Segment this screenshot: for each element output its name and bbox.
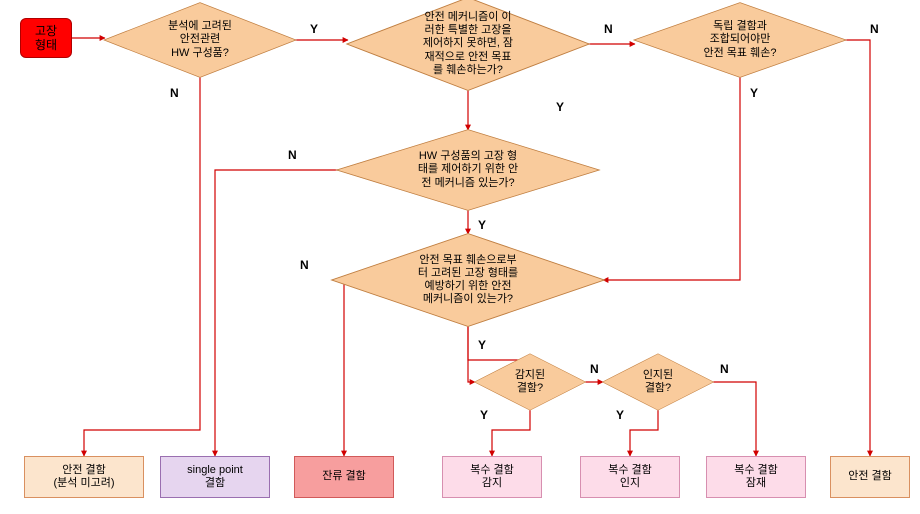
- decision-d3-label: 독립 결함과조합되어야만안전 목표 훼손?: [700, 20, 781, 60]
- terminal-t3: 잔류 결함: [294, 456, 394, 498]
- terminal-t4: 복수 결함감지: [442, 456, 542, 498]
- decision-d5: 안전 목표 훼손으로부터 고려된 고장 형태를예방하기 위한 안전메커니즘이 있…: [333, 234, 603, 326]
- edge-label-d4-t2: N: [288, 148, 297, 162]
- edge-d7-t5: [630, 410, 658, 456]
- edge-d7-t6: [713, 382, 756, 456]
- terminal-t2: single point결함: [160, 456, 270, 498]
- edge-label-d7-t5: Y: [616, 408, 624, 422]
- decision-d1: 분석에 고려된안전관련HW 구성품?: [105, 3, 295, 77]
- start-node: 고장형태: [20, 18, 72, 58]
- edge-d1-t1: [84, 77, 200, 456]
- decision-d5-label: 안전 목표 훼손으로부터 고려된 고장 형태를예방하기 위한 안전메커니즘이 있…: [414, 254, 522, 307]
- terminal-t1: 안전 결함(분석 미고려): [24, 456, 144, 498]
- decision-d3: 독립 결함과조합되어야만안전 목표 훼손?: [635, 3, 845, 77]
- edge-label-d1-t1: N: [170, 86, 179, 100]
- edge-label-d4-d5: Y: [478, 218, 486, 232]
- edge-label-d5-d6: Y: [478, 338, 486, 352]
- decision-d6-label: 감지된결함?: [511, 369, 549, 395]
- start-label: 고장형태: [35, 24, 57, 53]
- decision-d1-label: 분석에 고려된안전관련HW 구성품?: [164, 20, 236, 60]
- edge-d3-t7: [845, 40, 870, 456]
- edge-label-d6-t4: Y: [480, 408, 488, 422]
- edge-label-d6-d7: N: [590, 362, 599, 376]
- decision-d7-label: 인지된결함?: [639, 369, 677, 395]
- terminal-t6: 복수 결함잠재: [706, 456, 806, 498]
- terminal-t7: 안전 결함: [830, 456, 910, 498]
- edge-label-d2-d4: Y: [556, 100, 564, 114]
- edge-label-d7-t6: N: [720, 362, 729, 376]
- edge-label-d2-d3: N: [604, 22, 613, 36]
- edge-label-d1-d2: Y: [310, 22, 318, 36]
- decision-d4: HW 구성품의 고장 형태를 제어하기 위한 안전 메커니즘 있는가?: [338, 130, 598, 210]
- edge-d3-d5: [603, 77, 740, 280]
- decision-d2: 안전 메커니즘이 이러한 특별한 고장을제어하지 못하면, 잠재적으로 안전 목…: [348, 0, 588, 90]
- decision-d6: 감지된결함?: [475, 354, 585, 410]
- edge-label-d5-t3: N: [300, 258, 309, 272]
- decision-d2-label: 안전 메커니즘이 이러한 특별한 고장을제어하지 못하면, 잠재적으로 안전 목…: [419, 11, 517, 77]
- edge-d5v-d6top: [468, 326, 475, 382]
- edge-label-d3-t7: N: [870, 22, 879, 36]
- decision-d7: 인지된결함?: [603, 354, 713, 410]
- edge-d4-t2: [215, 170, 338, 456]
- decision-d4-label: HW 구성품의 고장 형태를 제어하기 위한 안전 메커니즘 있는가?: [414, 150, 522, 190]
- edge-d6-t4: [492, 410, 530, 456]
- edge-label-d3-d5: Y: [750, 86, 758, 100]
- terminal-t5: 복수 결함인지: [580, 456, 680, 498]
